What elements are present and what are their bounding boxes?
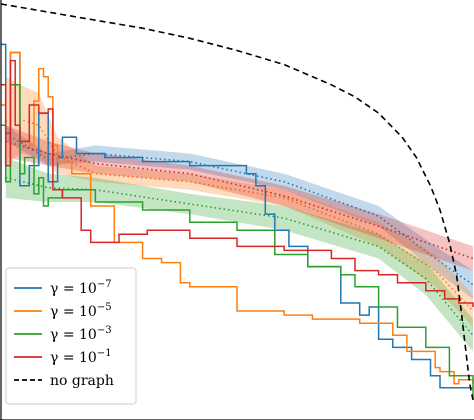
series-line-3 xyxy=(1,84,474,400)
band-series-4 xyxy=(5,125,473,271)
legend-label-4: γ = 10−1 xyxy=(50,348,112,366)
legend: γ = 10−7 γ = 10−5 γ = 10−3 γ = 10−1 no graph xyxy=(5,267,137,405)
legend-label-1: γ = 10−7 xyxy=(50,279,112,297)
legend-label-3: γ = 10−3 xyxy=(50,325,112,343)
legend-label-5: no graph xyxy=(50,373,114,389)
legend-label-2: γ = 10−5 xyxy=(50,302,112,320)
series-lines xyxy=(0,3,474,401)
mean-line-series-2 xyxy=(5,118,474,312)
mean-line-series-4 xyxy=(5,140,474,260)
series-line-4 xyxy=(1,59,474,307)
series-line-2 xyxy=(1,51,474,385)
band-series-1 xyxy=(5,125,473,299)
mean-line-series-3 xyxy=(5,176,474,336)
series-line-5 xyxy=(0,3,474,401)
series-line-1 xyxy=(1,43,473,389)
legend-box xyxy=(5,267,137,405)
